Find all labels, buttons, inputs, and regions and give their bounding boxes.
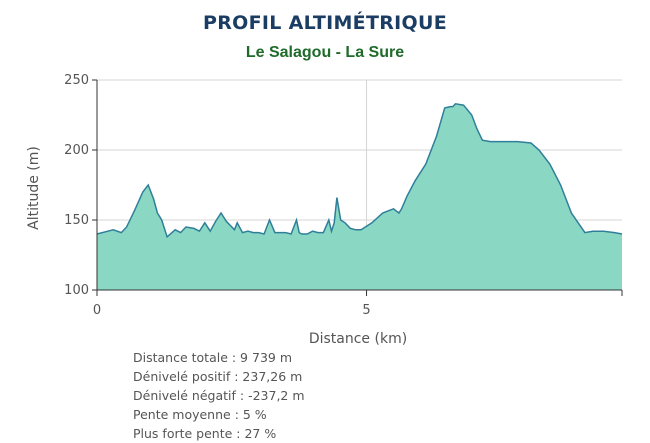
x-tick-label: 0	[93, 303, 101, 318]
stat-total-distance: Distance totale : 9 739 m	[133, 350, 292, 365]
elevation-area	[97, 103, 622, 290]
chart-axes	[96, 80, 622, 291]
y-tick-label: 200	[64, 143, 89, 158]
page-title: PROFIL ALTIMÉTRIQUE	[203, 12, 447, 34]
route-stats: Distance totale : 9 739 m Dénivelé posit…	[133, 348, 305, 443]
x-axis-title: Distance (km)	[309, 331, 407, 347]
chart-ticks: 100 150 200 250 0 5	[64, 73, 623, 318]
y-axis-title: Altitude (m)	[26, 146, 42, 230]
stat-negative-elevation: Dénivelé négatif : -237,2 m	[133, 388, 305, 403]
route-subtitle: Le Salagou - La Sure	[245, 44, 405, 61]
y-tick-label: 250	[64, 73, 89, 88]
y-tick-label: 100	[64, 283, 89, 298]
stat-max-slope: Plus forte pente : 27 %	[133, 426, 277, 441]
x-tick-label: 5	[362, 303, 370, 318]
stat-positive-elevation: Dénivelé positif : 237,26 m	[133, 369, 303, 384]
stat-average-slope: Pente moyenne : 5 %	[133, 407, 267, 422]
elevation-line	[96, 102, 623, 239]
y-tick-label: 150	[64, 213, 89, 228]
